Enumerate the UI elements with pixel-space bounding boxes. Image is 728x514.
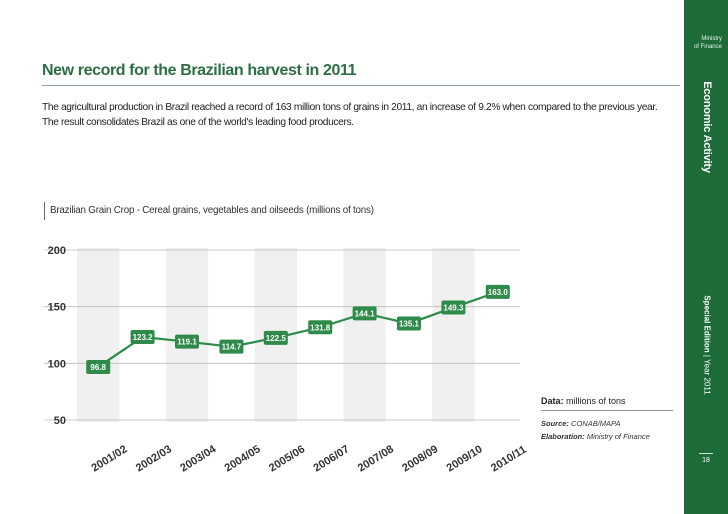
chart-band-4: [343, 248, 386, 422]
x-tick-label: 2003/04: [178, 443, 219, 475]
data-point: [352, 306, 377, 321]
x-tick-label: 2004/05: [223, 443, 263, 474]
note-divider: [541, 410, 673, 411]
sidebar: Ministry of Finance Economic Activity Sp…: [684, 0, 728, 514]
y-tick-label: 200: [48, 245, 66, 257]
data-point: [263, 330, 288, 345]
x-tick-label: 2010/11: [489, 444, 529, 475]
x-tick-label: 2007/08: [356, 443, 396, 474]
data-note: Data: millions of tons: [541, 396, 626, 406]
source-note: Source: CONAB/MAPA: [541, 419, 620, 428]
series-line: [97, 290, 499, 368]
data-label: 131.8: [310, 323, 331, 332]
data-label: 122.5: [266, 334, 287, 343]
y-tick-label: 150: [48, 302, 66, 314]
x-tick-label: 2006/07: [311, 443, 351, 474]
data-point: [441, 300, 466, 315]
chart-band-1: [77, 248, 120, 422]
data-note-label: Data:: [541, 396, 564, 406]
data-note-value: millions of tons: [563, 396, 626, 406]
data-point: [219, 339, 244, 354]
source-value: CONAB/MAPA: [568, 419, 621, 428]
chart-title: Brazilian Grain Crop - Cereal grains, ve…: [44, 202, 374, 220]
data-label: 135.1: [399, 320, 420, 329]
data-point: [485, 284, 510, 299]
title-divider: [42, 85, 680, 86]
data-point: [397, 316, 421, 331]
ministry-label: Ministry of Finance: [694, 35, 722, 51]
data-label: 119.1: [177, 338, 197, 347]
page-title: New record for the Brazilian harvest in …: [42, 62, 357, 79]
elaboration-label: Elaboration:: [541, 432, 585, 441]
intro-paragraph: The agricultural production in Brazil re…: [42, 102, 658, 128]
ministry-line-1: Ministry: [701, 36, 722, 42]
elaboration-note: Elaboration: Ministry of Finance: [541, 432, 650, 441]
x-tick-label: 2002/03: [134, 443, 174, 474]
data-label: 144.1: [355, 309, 376, 318]
y-tick-label: 100: [48, 358, 66, 370]
x-tick-label: 2009/10: [445, 443, 485, 474]
y-tick-label: 50: [54, 415, 66, 427]
chart-band-5: [432, 248, 475, 422]
data-label: 96.8: [90, 363, 106, 372]
data-label: 123.2: [133, 333, 154, 342]
data-point: [308, 320, 333, 335]
data-label: 163.0: [488, 288, 509, 297]
source-label: Source:: [541, 419, 569, 428]
page-number: 18: [684, 453, 728, 464]
x-tick-label: 2008/09: [400, 443, 440, 474]
elaboration-value: Ministry of Finance: [584, 432, 650, 441]
x-tick-label: 2001/02: [89, 443, 129, 474]
data-label: 114.7: [222, 343, 242, 352]
data-label: 149.3: [443, 303, 464, 312]
ministry-line-2: of Finance: [693, 44, 722, 50]
data-point: [86, 359, 111, 374]
data-point: [130, 330, 155, 345]
data-point: [175, 334, 199, 349]
x-tick-label: 2005/06: [267, 443, 307, 474]
